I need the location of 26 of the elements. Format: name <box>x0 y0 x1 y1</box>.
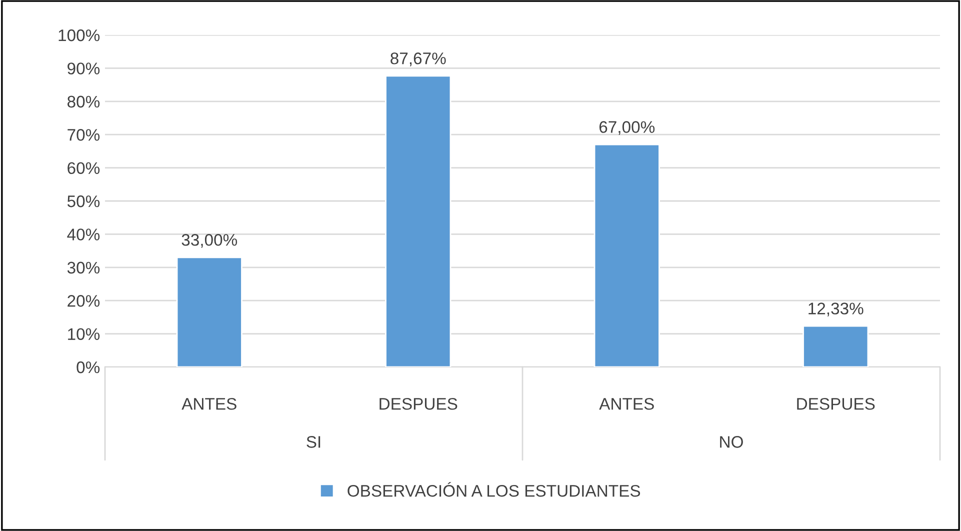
x-tick-label: DESPUES <box>380 398 458 410</box>
data-label: 33,00% <box>182 234 238 248</box>
y-tick-label: 80% <box>68 96 100 108</box>
y-tick-label: 20% <box>68 295 100 307</box>
y-tick-label: 10% <box>68 328 100 340</box>
text: NO <box>720 436 743 448</box>
y-tick-label: 40% <box>67 228 100 240</box>
y-tick-label: 100% <box>58 29 100 42</box>
legend-label: OBSERVACIÓN A LOS ESTUDIANTES <box>348 482 640 497</box>
text: SI <box>306 436 320 448</box>
y-tick-label: 0% <box>76 361 100 374</box>
y-tick-label: 50% <box>67 195 100 208</box>
bar <box>594 144 660 367</box>
data-label: 67,00% <box>599 121 655 135</box>
x-tick-label: DESPUES <box>797 398 875 410</box>
bar <box>176 256 242 367</box>
data-label: 87,67% <box>390 52 446 66</box>
y-tick-label: 60% <box>68 162 100 174</box>
y-tick-label: 70% <box>68 129 100 141</box>
x-tick-label: ANTES <box>599 398 654 410</box>
data-label: 12,33% <box>808 302 864 316</box>
y-tick-label: 30% <box>67 262 100 274</box>
bar <box>802 325 869 367</box>
bar <box>385 75 452 367</box>
y-tick-label: 90% <box>68 62 100 74</box>
x-tick-label: ANTES <box>182 398 236 410</box>
